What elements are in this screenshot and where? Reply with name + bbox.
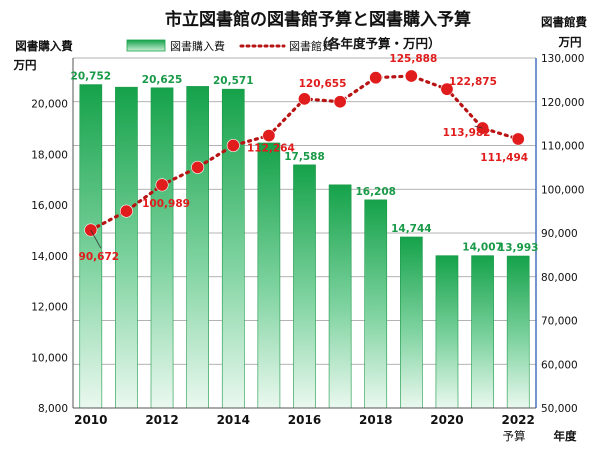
chart-title: 市立図書館の図書館予算と図書購入予算 <box>165 9 471 30</box>
x-tick-label: 2010 <box>74 413 107 427</box>
bar <box>221 88 245 409</box>
line-value-label: 120,655 <box>299 78 347 90</box>
right-tick-label: 60,000 <box>541 359 578 371</box>
right-axis-unit: 万円 <box>558 35 582 49</box>
bar <box>257 142 281 409</box>
right-tick-label: 130,000 <box>541 53 584 65</box>
left-tick-label: 20,000 <box>31 99 68 111</box>
x-tick-label: 2016 <box>288 413 321 427</box>
chart-legend: 図書購入費 図書館費 <box>126 39 333 53</box>
right-axis-title: 図書館費 <box>541 15 587 29</box>
leader-line <box>474 125 483 129</box>
bar <box>150 87 174 409</box>
line-point <box>155 178 169 192</box>
line-value-label: 90,672 <box>79 251 120 263</box>
legend-line-label: 図書館費 <box>289 39 333 53</box>
line-point <box>191 160 205 174</box>
line-series <box>84 69 525 237</box>
line-value-label: 122,875 <box>449 76 497 88</box>
line-point <box>262 129 276 143</box>
left-tick-label: 16,000 <box>31 200 68 212</box>
leader-line <box>90 229 102 249</box>
bar-value-label: 16,208 <box>355 186 396 198</box>
line-value-label: 100,989 <box>142 198 190 210</box>
bar <box>471 255 494 409</box>
left-axis-title: 図書購入費 <box>15 39 73 53</box>
chart-subtitle: （各年度予算・万円） <box>315 36 440 51</box>
line-value-label: 113,982 <box>443 127 491 139</box>
line-point <box>404 69 418 83</box>
line-point <box>511 132 525 146</box>
line-point <box>369 71 383 85</box>
line-value-label: 112,264 <box>247 143 295 155</box>
right-tick-label: 70,000 <box>541 316 578 328</box>
right-tick-label: 50,000 <box>541 403 578 415</box>
bar <box>400 236 423 409</box>
line-point <box>119 204 133 218</box>
left-tick-label: 12,000 <box>31 302 68 314</box>
line-value-label: 125,888 <box>389 53 437 65</box>
bar-series <box>79 84 530 409</box>
left-tick-label: 14,000 <box>31 251 68 263</box>
left-axis-unit: 万円 <box>13 58 37 72</box>
right-tick-label: 100,000 <box>541 184 584 196</box>
line-point <box>440 82 454 96</box>
line-point <box>333 95 347 109</box>
line-value-label: 111,494 <box>480 152 528 164</box>
bar <box>186 86 209 409</box>
line-point <box>226 139 240 153</box>
tick-labels: 8,000 10,000 12,000 14,000 16,000 18,000 20,00… <box>31 53 584 427</box>
bar <box>506 255 530 409</box>
left-tick-label: 18,000 <box>31 149 68 161</box>
bar <box>435 255 459 409</box>
x-last-note: 予算 <box>503 429 526 443</box>
x-tick-label: 2020 <box>430 413 463 427</box>
legend-bar-label: 図書購入費 <box>170 39 225 53</box>
x-tick-label: 2014 <box>217 413 250 427</box>
bar-value-label: 14,007 <box>462 242 503 254</box>
bar <box>293 164 316 409</box>
x-tick-label: 2018 <box>359 413 392 427</box>
bar-value-label: 20,571 <box>213 75 254 87</box>
x-tick-label: 2012 <box>145 413 178 427</box>
x-tick-label: 2022 <box>501 413 534 427</box>
left-tick-label: 10,000 <box>31 352 68 364</box>
bar <box>79 84 103 409</box>
bar-value-label: 20,625 <box>142 74 183 86</box>
bar <box>364 199 388 409</box>
x-axis-title: 年度 <box>554 429 577 443</box>
right-tick-label: 90,000 <box>541 228 578 240</box>
legend-bar-swatch <box>126 39 166 52</box>
right-tick-label: 120,000 <box>541 97 584 109</box>
bar-value-label: 13,993 <box>498 242 539 254</box>
bar-value-label: 20,752 <box>71 71 112 83</box>
line-point <box>297 92 311 106</box>
data-labels: 20,752 20,625 20,571 17,588 16,208 14,744 14,0… <box>71 53 539 263</box>
axes <box>72 58 537 409</box>
bar-value-label: 14,744 <box>391 223 432 235</box>
right-tick-label: 110,000 <box>541 141 584 153</box>
bar <box>328 184 352 409</box>
bar <box>115 86 138 409</box>
left-tick-label: 8,000 <box>38 403 68 415</box>
right-tick-label: 80,000 <box>541 272 578 284</box>
bar-value-label: 17,588 <box>284 151 325 163</box>
